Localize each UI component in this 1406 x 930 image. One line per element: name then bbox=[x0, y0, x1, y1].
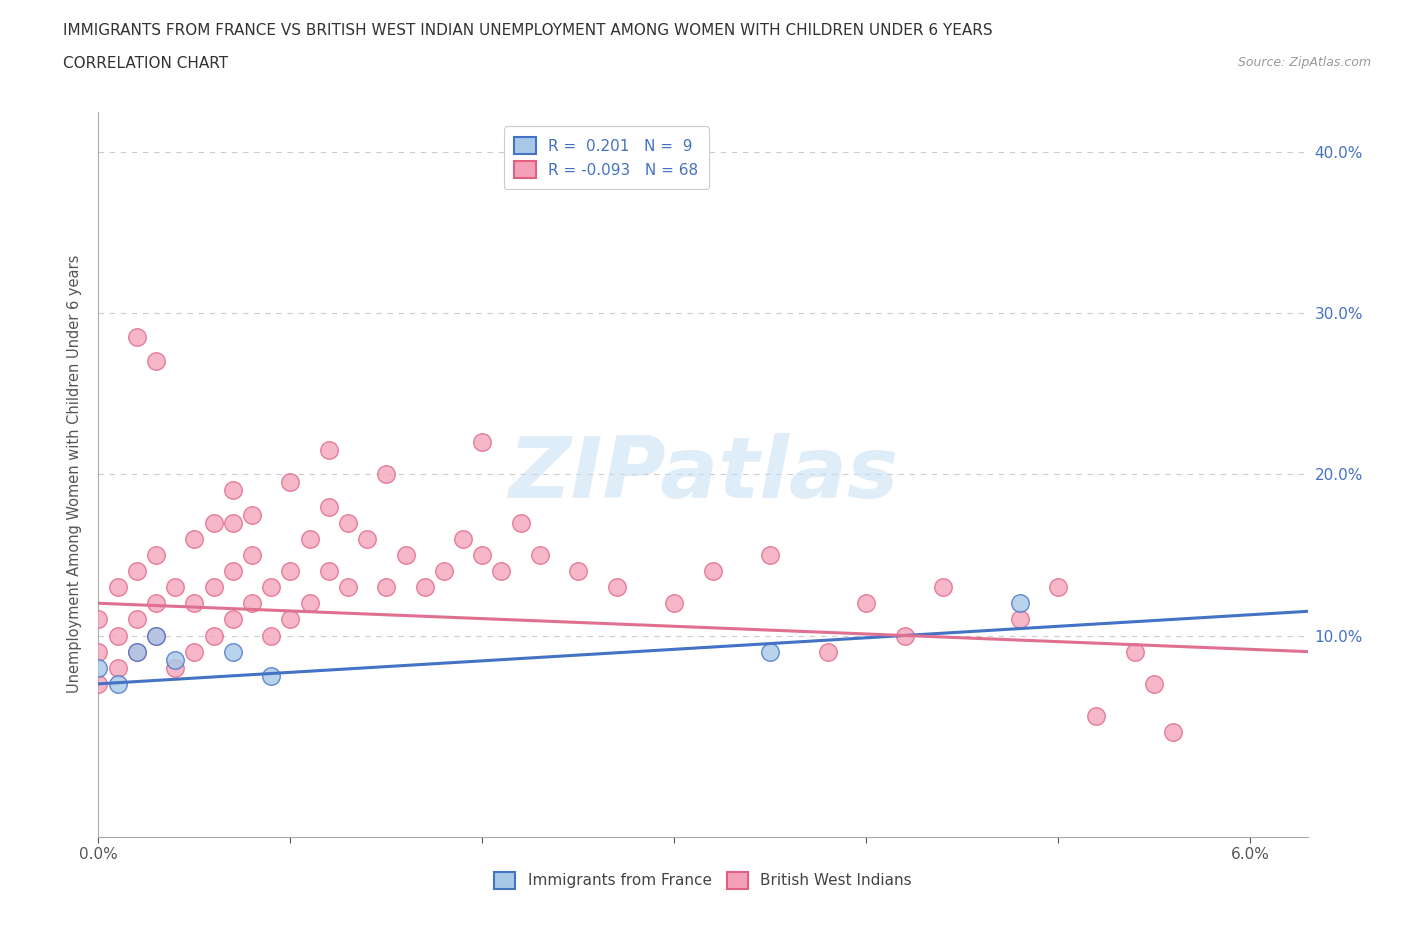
Point bbox=[145, 596, 167, 611]
Point bbox=[183, 596, 205, 611]
Point bbox=[202, 628, 225, 643]
Point bbox=[145, 628, 167, 643]
Point bbox=[125, 644, 148, 659]
Point bbox=[318, 499, 340, 514]
Point bbox=[1008, 612, 1031, 627]
Point bbox=[280, 612, 302, 627]
Point bbox=[413, 579, 436, 594]
Point bbox=[222, 515, 245, 530]
Point bbox=[107, 579, 129, 594]
Text: CORRELATION CHART: CORRELATION CHART bbox=[63, 56, 228, 71]
Point bbox=[471, 548, 494, 563]
Text: Source: ZipAtlas.com: Source: ZipAtlas.com bbox=[1237, 56, 1371, 69]
Point bbox=[336, 515, 359, 530]
Point bbox=[165, 579, 187, 594]
Point bbox=[280, 564, 302, 578]
Point bbox=[855, 596, 877, 611]
Point bbox=[817, 644, 839, 659]
Point bbox=[125, 564, 148, 578]
Text: ZIPatlas: ZIPatlas bbox=[508, 432, 898, 516]
Point bbox=[125, 612, 148, 627]
Point bbox=[1047, 579, 1070, 594]
Point bbox=[280, 475, 302, 490]
Point bbox=[759, 548, 782, 563]
Point bbox=[318, 443, 340, 458]
Point bbox=[298, 531, 321, 546]
Point bbox=[222, 644, 245, 659]
Point bbox=[107, 660, 129, 675]
Point bbox=[260, 579, 283, 594]
Point bbox=[240, 507, 263, 522]
Point bbox=[145, 548, 167, 563]
Point bbox=[932, 579, 955, 594]
Point bbox=[87, 644, 110, 659]
Point bbox=[183, 644, 205, 659]
Point bbox=[375, 579, 398, 594]
Point bbox=[145, 628, 167, 643]
Point bbox=[471, 434, 494, 449]
Point bbox=[893, 628, 915, 643]
Point bbox=[145, 354, 167, 369]
Point bbox=[606, 579, 628, 594]
Point bbox=[1161, 724, 1184, 739]
Point bbox=[509, 515, 531, 530]
Point bbox=[298, 596, 321, 611]
Point bbox=[336, 579, 359, 594]
Point bbox=[87, 660, 110, 675]
Point bbox=[202, 515, 225, 530]
Point bbox=[202, 579, 225, 594]
Text: IMMIGRANTS FROM FRANCE VS BRITISH WEST INDIAN UNEMPLOYMENT AMONG WOMEN WITH CHIL: IMMIGRANTS FROM FRANCE VS BRITISH WEST I… bbox=[63, 23, 993, 38]
Point bbox=[87, 612, 110, 627]
Point bbox=[702, 564, 724, 578]
Point bbox=[356, 531, 378, 546]
Point bbox=[394, 548, 416, 563]
Point bbox=[87, 676, 110, 691]
Point bbox=[240, 548, 263, 563]
Point bbox=[451, 531, 474, 546]
Point bbox=[491, 564, 513, 578]
Point bbox=[125, 330, 148, 345]
Point bbox=[222, 483, 245, 498]
Point bbox=[433, 564, 456, 578]
Point bbox=[240, 596, 263, 611]
Point bbox=[125, 644, 148, 659]
Point bbox=[375, 467, 398, 482]
Point bbox=[260, 628, 283, 643]
Point bbox=[529, 548, 551, 563]
Point bbox=[107, 676, 129, 691]
Point bbox=[222, 612, 245, 627]
Y-axis label: Unemployment Among Women with Children Under 6 years: Unemployment Among Women with Children U… bbox=[67, 255, 83, 694]
Point bbox=[1143, 676, 1166, 691]
Point bbox=[664, 596, 686, 611]
Point bbox=[1085, 709, 1108, 724]
Point bbox=[567, 564, 589, 578]
Point bbox=[222, 564, 245, 578]
Point bbox=[183, 531, 205, 546]
Point bbox=[165, 660, 187, 675]
Point bbox=[1008, 596, 1031, 611]
Point bbox=[107, 628, 129, 643]
Point bbox=[759, 644, 782, 659]
Point bbox=[1123, 644, 1146, 659]
Point bbox=[165, 652, 187, 667]
Point bbox=[318, 564, 340, 578]
Legend: Immigrants from France, British West Indians: Immigrants from France, British West Ind… bbox=[488, 866, 918, 895]
Point bbox=[260, 669, 283, 684]
